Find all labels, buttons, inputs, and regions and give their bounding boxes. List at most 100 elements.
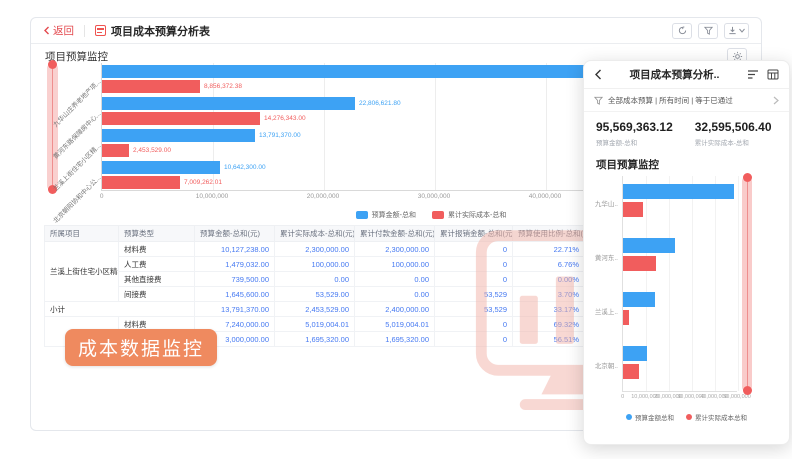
column-header: 预算类型 xyxy=(118,225,195,242)
value-cell: 2,453,529.00 xyxy=(274,301,355,317)
main-chart: 九华山庄养老地产项... 黄河东路保障房中心... 兰溪上街住宅小区精... 北京朝阳… xyxy=(47,60,761,225)
bar-group xyxy=(623,184,737,220)
legend-dot xyxy=(626,414,632,420)
budget-bar[interactable] xyxy=(102,97,355,110)
datazoom-slider[interactable] xyxy=(47,60,58,194)
bar-row xyxy=(623,202,737,217)
budget-bar[interactable] xyxy=(623,346,647,361)
budget-bar[interactable] xyxy=(102,129,255,142)
bar-value-label: 2,453,529.00 xyxy=(133,147,171,154)
toolbar: 返回 项目成本预算分析表 xyxy=(31,18,761,44)
table-row[interactable]: 其他直接费 739,500.00 0.00 0.00 0 0.00% xyxy=(45,271,585,287)
column-header: 预算使用比例-总和(%) xyxy=(512,225,585,242)
legend-item[interactable]: 预算金额-总和 xyxy=(355,210,416,220)
panel-header: 项目成本预算分析.. xyxy=(584,61,789,89)
budget-type-cell: 人工费 xyxy=(118,256,195,272)
table-row[interactable]: 间接费 1,645,600.00 53,529.00 0.00 53,529 3.70% xyxy=(45,286,585,302)
legend-item[interactable]: 累计实际成本总和 xyxy=(686,412,747,422)
actual-cost-bar[interactable] xyxy=(623,256,656,271)
budget-bar[interactable] xyxy=(623,238,675,253)
bar-row: 7,009,262.01 xyxy=(102,176,745,189)
actual-cost-bar[interactable] xyxy=(623,364,639,379)
bar-row xyxy=(623,238,737,253)
legend-item[interactable]: 预算金额总和 xyxy=(626,412,674,422)
panel-filter-bar[interactable]: 全部成本预算 | 所有时间 | 等于已通过 xyxy=(584,89,789,112)
bar-row xyxy=(102,65,745,78)
panel-chart-x-axis: 0 10,000,000 20,000,000 30,000,000 40,000,00… xyxy=(621,394,772,402)
legend-swatch xyxy=(355,211,368,219)
budget-type-cell: 间接费 xyxy=(118,286,195,302)
chevron-left-icon xyxy=(43,26,50,35)
bar-value-label: 13,791,370.00 xyxy=(259,132,301,139)
value-cell: 100,000.00 xyxy=(354,256,435,272)
bar-value-label: 8,856,372.38 xyxy=(204,83,242,90)
column-header: 累计付款金额-总和(元) xyxy=(354,225,435,242)
value-cell: 0.00% xyxy=(512,271,585,287)
column-header: 预算金额-总和(元) xyxy=(194,225,275,242)
filter-button[interactable] xyxy=(698,22,718,39)
gridline xyxy=(435,63,436,190)
main-chart-plot: 8,856,372.38 22,806,621.80 14,276,343.00 13… xyxy=(101,63,745,191)
legend-dot xyxy=(686,414,692,420)
export-button[interactable] xyxy=(724,22,749,39)
legend-label: 预算金额总和 xyxy=(635,415,674,422)
kpi-budget: 95,569,363.12 预算金额-总和 xyxy=(596,120,673,147)
bar-value-label: 7,009,262.01 xyxy=(184,179,222,186)
value-cell: 2,300,000.00 xyxy=(274,241,355,257)
actual-cost-bar[interactable] xyxy=(102,80,200,93)
value-cell: 3.70% xyxy=(512,286,585,302)
back-button[interactable]: 返回 xyxy=(43,23,74,38)
budget-bar[interactable] xyxy=(623,184,734,199)
value-cell: 10,127,238.00 xyxy=(194,241,275,257)
x-tick-label: 30,000,000 xyxy=(417,193,451,200)
panel-datazoom-handle-bottom[interactable] xyxy=(742,386,752,395)
refresh-button[interactable] xyxy=(672,22,692,39)
bar-row: 13,791,370.00 xyxy=(102,129,745,142)
table-view-icon[interactable] xyxy=(767,69,779,80)
table-header-row: 所属项目 预算类型 预算金额-总和(元) 累计实际成本-总和(元) 累计付款金额-总和(… xyxy=(44,225,585,242)
value-cell: 1,695,320.00 xyxy=(354,331,435,347)
value-cell: 0 xyxy=(434,331,513,347)
panel-chart-y-axis: 九华山.. 黄河东.. 兰溪上.. 北京朝.. xyxy=(584,176,622,392)
actual-cost-bar[interactable] xyxy=(102,176,180,189)
chevron-left-icon[interactable] xyxy=(594,69,602,80)
value-cell: 2,400,000.00 xyxy=(354,301,435,317)
budget-bar[interactable] xyxy=(102,65,638,78)
legend-item[interactable]: 累计实际成本-总和 xyxy=(432,210,506,220)
funnel-icon xyxy=(594,96,603,105)
bar-group xyxy=(623,292,737,328)
datazoom-handle-bottom[interactable] xyxy=(48,185,57,194)
x-tick-label: 50,000,000 xyxy=(723,394,751,400)
value-cell: 1,695,320.00 xyxy=(274,331,355,347)
bar-value-label: 10,642,300.00 xyxy=(224,164,266,171)
actual-cost-bar[interactable] xyxy=(102,144,129,157)
x-tick-label: 20,000,000 xyxy=(654,394,682,400)
budget-bar[interactable] xyxy=(102,161,220,174)
gridline xyxy=(738,176,739,391)
panel-datazoom-handle-top[interactable] xyxy=(742,173,752,182)
kpi-actual-value: 32,595,506.40 xyxy=(694,120,772,134)
report-icon xyxy=(95,25,106,36)
panel-chart-legend: 预算金额总和 累计实际成本总和 xyxy=(584,412,789,422)
actual-cost-bar[interactable] xyxy=(102,112,260,125)
value-cell: 0 xyxy=(434,316,513,332)
panel-filter-text: 全部成本预算 | 所有时间 | 等于已通过 xyxy=(608,95,733,105)
value-cell: 69.32% xyxy=(512,316,585,332)
value-cell: 0.00 xyxy=(354,271,435,287)
refresh-icon xyxy=(678,26,687,35)
bar-value-label: 14,276,343.00 xyxy=(264,115,306,122)
datazoom-handle-top[interactable] xyxy=(48,60,57,69)
panel-title: 项目成本预算分析.. xyxy=(629,69,720,81)
budget-bar[interactable] xyxy=(623,292,655,307)
actual-cost-bar[interactable] xyxy=(623,310,629,325)
gridline xyxy=(546,63,547,190)
kpi-budget-value: 95,569,363.12 xyxy=(596,120,673,134)
back-label: 返回 xyxy=(53,25,74,37)
table-row[interactable]: 兰溪上街住宅小区精装修第...材料费10,127,238.002,300,000… xyxy=(44,241,585,302)
subtotal-row[interactable]: 小计 13,791,370.00 2,453,529.00 2,400,000.00 5… xyxy=(44,301,585,317)
bar-value-label: 22,806,621.80 xyxy=(359,100,401,107)
actual-cost-bar[interactable] xyxy=(623,202,643,217)
panel-datazoom-slider[interactable] xyxy=(742,173,752,395)
sort-list-icon[interactable] xyxy=(747,69,759,80)
table-row[interactable]: 人工费 1,479,032.00 100,000.00 100,000.00 0 6.76… xyxy=(45,256,585,272)
